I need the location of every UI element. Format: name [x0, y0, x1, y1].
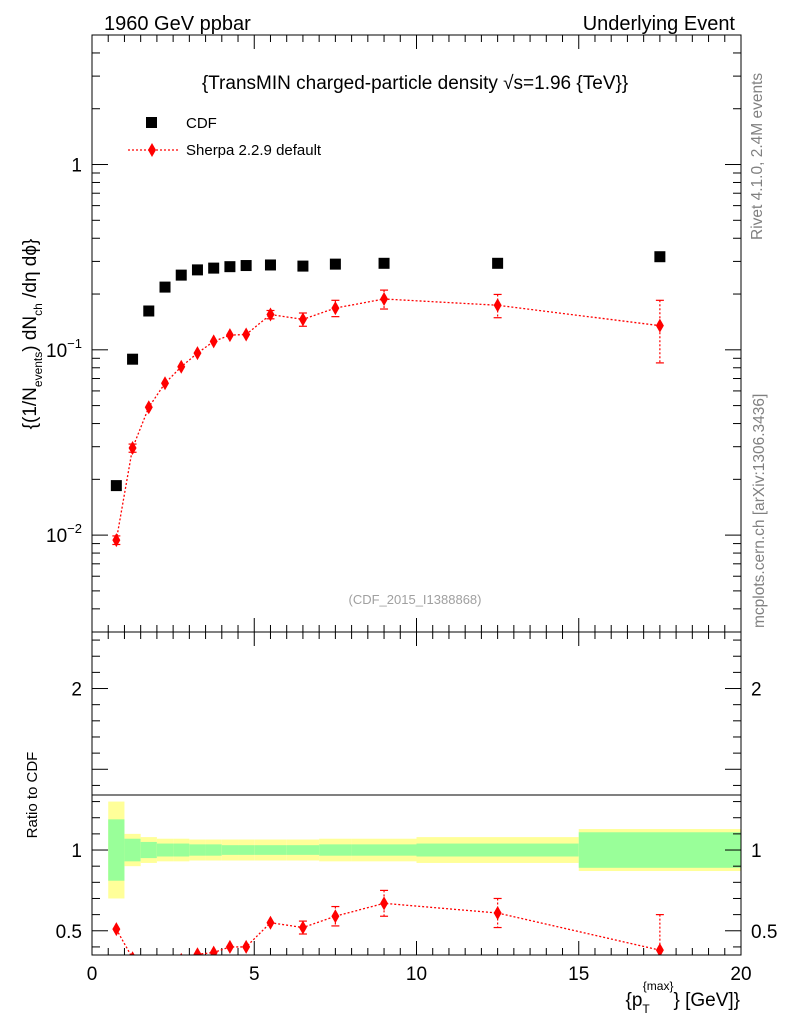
rivet-label: Rivet 4.1.0, 2.4M events [749, 73, 766, 240]
ratio-y-tick-label-right: 0.5 [751, 922, 777, 943]
ratio-sherpa-point [266, 915, 275, 930]
cdf-point [492, 257, 504, 269]
cdf-point [378, 257, 390, 269]
cdf-point [110, 480, 122, 492]
ratio-band-inner [351, 844, 417, 856]
ratio-band-inner [578, 832, 741, 868]
cdf-point [191, 264, 203, 276]
sherpa-point [112, 533, 121, 548]
ratio-x-tick-label: 10 [406, 964, 427, 985]
ratio-band-inner [238, 845, 255, 855]
ratio-band-inner [189, 844, 206, 856]
ratio-x-tick-label: 0 [87, 964, 98, 985]
ratio-sherpa-point [161, 956, 169, 970]
ratio-frame [91, 631, 742, 956]
main-y-tick-labels: 10−2 10−1 1 [46, 156, 82, 548]
header-right: Underlying Event [583, 13, 736, 35]
ratio-band-inner [254, 845, 287, 855]
ratio-band-inner [416, 843, 579, 857]
ratio-band-inner [205, 844, 222, 856]
ratio-sherpa-point [209, 945, 218, 955]
ratio-y-tick-label-left: 2 [71, 680, 82, 701]
legend-sherpa-marker [148, 143, 156, 157]
main-y-tick-label: 1 [71, 156, 82, 177]
sherpa-point [161, 376, 170, 391]
sherpa-point [177, 359, 186, 374]
ratio-band-inner [286, 845, 320, 855]
cdf-point [175, 269, 187, 281]
ratio-clipped-group [112, 889, 664, 970]
ratio-uncertainty-bands [108, 801, 741, 899]
ratio-band-inner [173, 843, 190, 857]
ratio-sherpa-point [493, 906, 502, 921]
sherpa-point [144, 400, 153, 415]
sherpa-point [380, 292, 389, 307]
ratio-axis-ticks: 0 5 10 15 200.5 0.51 12 2 [56, 632, 777, 985]
sherpa-point [242, 327, 251, 342]
ratio-band-inner [221, 845, 239, 855]
ratio-x-tick-label: 20 [730, 964, 751, 985]
main-y-axis-label: {(1/Nevents) dNch /dη dϕ} [20, 239, 45, 430]
ratio-y-tick-label-left: 1 [71, 841, 82, 862]
ratio-sherpa-point [112, 922, 121, 937]
ratio-band-inner [319, 844, 352, 856]
ratio-sherpa-point [298, 920, 307, 935]
ratio-sherpa-point [180, 952, 183, 955]
ratio-sherpa-point [130, 951, 135, 955]
ratio-sherpa-point [225, 939, 234, 954]
cdf-point [297, 260, 309, 272]
ratio-y-tick-label-right: 1 [751, 841, 762, 862]
ratio-y-axis-label: Ratio to CDF [24, 752, 41, 839]
ratio-data-layer [112, 889, 664, 970]
ratio-y-tick-label-right: 2 [751, 680, 762, 701]
main-panel: 10−2 10−1 1 (CDF_2015_I1388868) {TransMIN … [20, 34, 742, 633]
legend: CDF Sherpa 2.2.9 default [128, 115, 322, 159]
analysis-watermark: (CDF_2015_I1388868) [349, 592, 482, 607]
legend-cdf-marker [146, 117, 157, 128]
ratio-band-inner [156, 843, 174, 857]
cdf-point [264, 259, 276, 271]
sherpa-point [655, 318, 664, 333]
cdf-point [143, 305, 155, 317]
ratio-x-tick-label: 15 [568, 964, 589, 985]
legend-sherpa-label: Sherpa 2.2.9 default [186, 142, 322, 159]
cdf-point [654, 251, 666, 263]
cdf-point [240, 260, 252, 272]
header-left: 1960 GeV ppbar [104, 13, 251, 35]
cdf-point [224, 261, 236, 273]
ratio-x-tick-label: 5 [249, 964, 260, 985]
cdf-point [329, 258, 341, 270]
ratio-sherpa-point [145, 956, 153, 970]
sherpa-point [331, 301, 340, 316]
ratio-band-inner [124, 838, 141, 862]
mcplots-label: mcplots.cern.ch [arXiv:1306.3436] [751, 394, 768, 628]
sherpa-point [266, 307, 275, 322]
sherpa-point [128, 441, 137, 456]
sherpa-point [193, 346, 202, 361]
chart-title: {TransMIN charged-particle density √s=1.… [202, 73, 628, 94]
main-y-tick-label: 10−1 [46, 336, 82, 362]
ratio-sherpa-point [242, 939, 251, 954]
ratio-band-inner [108, 819, 125, 881]
main-data-layer [110, 251, 666, 548]
cdf-point [208, 262, 220, 274]
x-axis-label: {pT{max}} [GeV]} [626, 979, 741, 1016]
sherpa-point [298, 312, 307, 327]
ratio-panel: 0 5 10 15 200.5 0.51 12 2 Ratio to CDF {pT{max}… [24, 631, 777, 1016]
sherpa-point [209, 334, 218, 349]
ratio-y-tick-label-left: 0.5 [56, 922, 82, 943]
cdf-point [159, 281, 171, 293]
main-y-tick-label: 10−2 [46, 521, 82, 547]
cdf-point [127, 353, 139, 365]
sherpa-point [493, 298, 502, 313]
sherpa-line [115, 298, 660, 541]
ratio-sherpa-point [655, 943, 664, 955]
ratio-sherpa-point [380, 896, 389, 911]
ratio-sherpa-point [193, 947, 202, 955]
legend-cdf-label: CDF [186, 115, 217, 132]
ratio-sherpa-point [331, 909, 340, 924]
ratio-band-inner [140, 841, 157, 859]
sherpa-point [225, 328, 234, 343]
